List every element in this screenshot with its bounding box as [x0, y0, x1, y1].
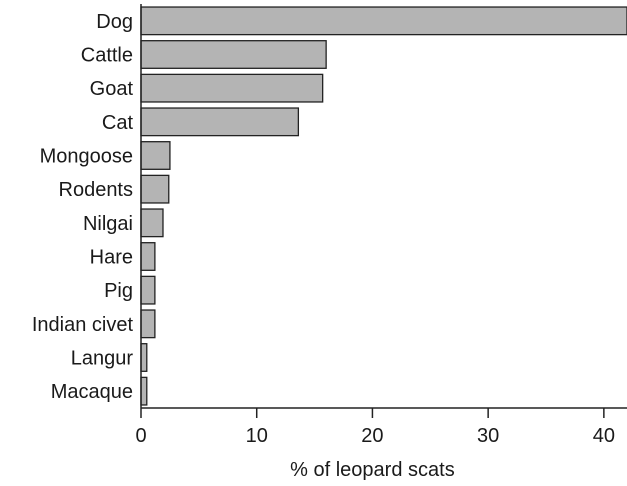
category-label: Nilgai — [83, 213, 133, 235]
category-label: Dog — [96, 11, 133, 33]
category-label: Pig — [104, 280, 133, 302]
bar-goat — [140, 73, 324, 103]
x-tick-label: 10 — [246, 425, 268, 447]
category-labels: Dog Cattle Goat Cat Mongoose Rodents Nilgai Har… — [32, 11, 134, 403]
bar-langur — [140, 343, 148, 372]
bar-nilgai — [140, 208, 164, 238]
category-label: Goat — [90, 78, 134, 100]
x-axis-title: % of leopard scats — [290, 459, 455, 481]
bar-hare — [140, 242, 156, 271]
category-label: Langur — [71, 348, 134, 370]
x-tick-label: 20 — [361, 425, 383, 447]
x-tick-label: 30 — [477, 425, 499, 447]
category-label: Cattle — [81, 45, 133, 67]
bar-rodents — [140, 174, 170, 204]
bars-group — [140, 6, 627, 406]
category-label: Macaque — [51, 381, 133, 403]
category-label: Indian civet — [32, 314, 134, 336]
bar-cattle — [140, 40, 327, 69]
x-ticks: 0 10 20 30 40 — [135, 408, 615, 447]
x-tick-label: 0 — [135, 425, 146, 447]
category-label: Rodents — [59, 179, 134, 201]
bar-macaque — [140, 376, 148, 406]
category-label: Mongoose — [40, 146, 133, 168]
bar-dog — [140, 6, 627, 36]
bar-pig — [140, 275, 156, 305]
category-label: Hare — [90, 247, 133, 269]
category-label: Cat — [102, 112, 134, 134]
bar-cat — [140, 107, 300, 137]
x-tick-label: 40 — [593, 425, 615, 447]
bar-mongoose — [140, 141, 171, 170]
bar-indian-civet — [140, 309, 156, 339]
